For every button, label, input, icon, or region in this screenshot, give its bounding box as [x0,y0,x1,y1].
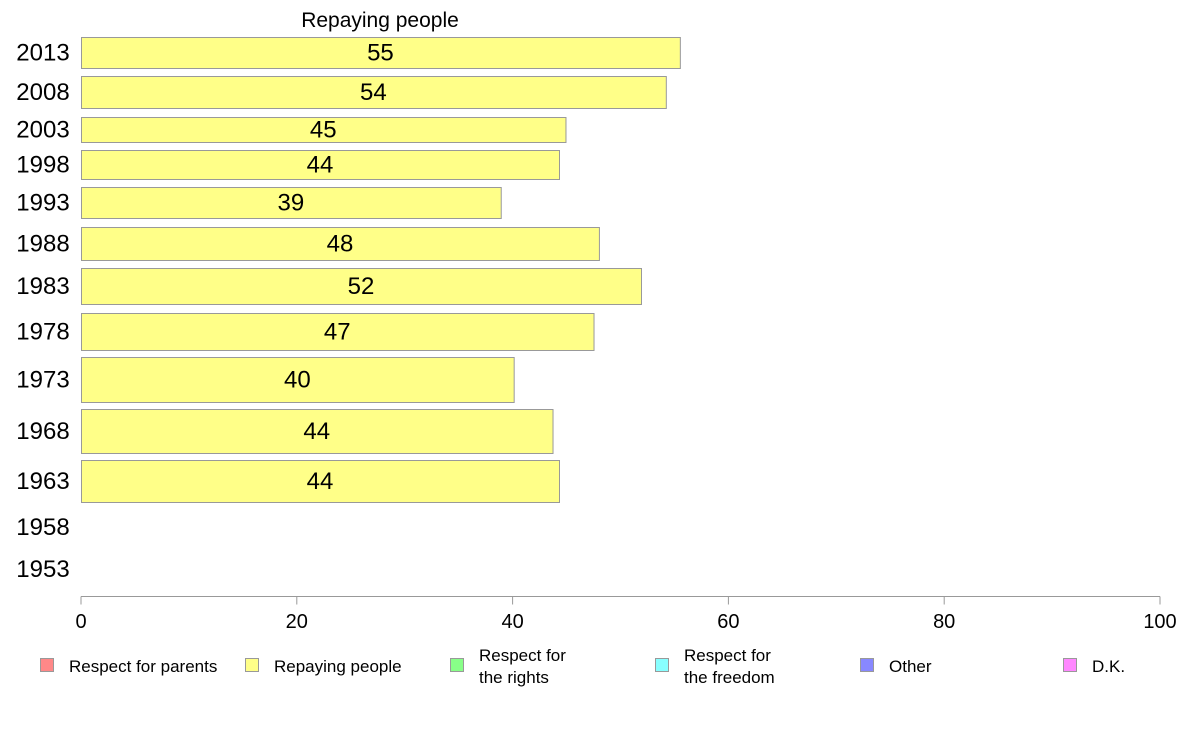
bar [81,460,560,503]
bar-value-label: 44 [307,468,334,495]
bar-value-label: 54 [360,79,387,106]
bar [81,313,595,351]
legend-swatch [450,658,464,672]
y-tick-label: 1988 [16,231,69,258]
bar [81,37,681,69]
x-tick-label: 100 [1143,611,1176,633]
legend-swatch [860,658,874,672]
bar [81,409,554,454]
y-tick-label: 1953 [16,556,69,583]
legend-label: Repaying people [274,657,402,676]
bar-value-label: 40 [284,367,311,394]
x-tick-label: 80 [933,611,955,633]
x-axis: 0 20 40 60 80 100 [75,596,1177,633]
chart-title: Repaying people [301,9,459,32]
y-tick-label: 1973 [16,367,69,394]
legend-swatch [40,658,54,672]
bar [81,150,560,180]
y-tick-label: 1963 [16,468,69,495]
x-tick-label: 20 [286,611,308,633]
bar-value-label: 52 [348,273,375,300]
legend-swatch [655,658,669,672]
bar-value-label: 47 [324,319,351,346]
bar-value-label: 44 [303,418,330,445]
legend-label: Respect for [684,646,771,665]
bar [81,268,643,305]
bar-value-label: 48 [327,231,354,258]
legend-swatch [1063,658,1077,672]
bar [81,187,502,219]
y-tick-label: 2008 [16,79,69,106]
legend-label: D.K. [1092,657,1125,676]
x-tick-label: 0 [75,611,86,633]
legend: Respect for parents Repaying people Respec… [40,646,1125,687]
y-axis-labels: 2013 2008 2003 1998 1993 1988 1983 1978 1973 1968… [16,40,69,584]
legend-swatch [245,658,259,672]
bar-value-label: 45 [310,117,337,144]
y-tick-label: 1968 [16,418,69,445]
bar-value-label: 39 [278,190,305,217]
bar-value-label: 55 [367,40,394,67]
legend-label: Respect for [479,646,566,665]
x-tick-label: 40 [501,611,523,633]
bar-value-label: 44 [307,152,334,179]
legend-label: Other [889,657,932,676]
bar [81,357,515,403]
x-tick-label: 60 [717,611,739,633]
y-tick-label: 1993 [16,190,69,217]
bar [81,76,667,109]
legend-label: Respect for parents [69,657,217,676]
y-tick-label: 1998 [16,152,69,179]
y-tick-label: 2013 [16,40,69,67]
y-tick-label: 2003 [16,117,69,144]
legend-label: the freedom [684,668,775,687]
y-tick-label: 1978 [16,319,69,346]
bar [81,227,600,261]
bar [81,117,567,143]
y-tick-label: 1958 [16,514,69,541]
legend-label: the rights [479,668,549,687]
y-tick-label: 1983 [16,273,69,300]
